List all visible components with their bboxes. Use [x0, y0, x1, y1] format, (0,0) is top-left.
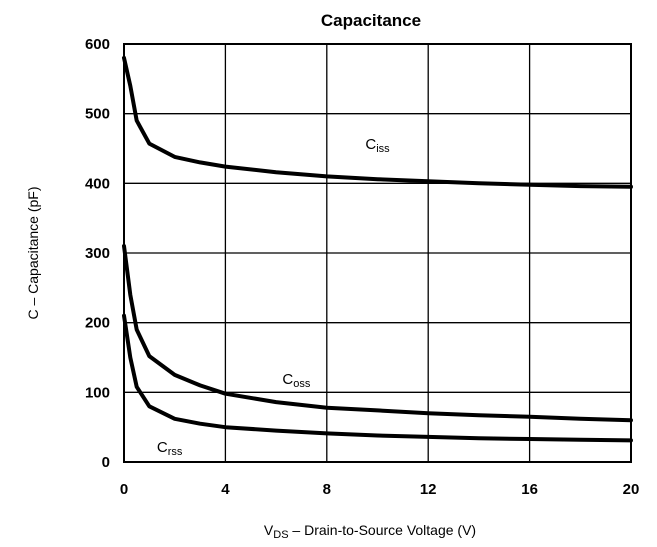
x-tick-label: 20 — [623, 481, 640, 498]
y-tick-label: 300 — [85, 245, 110, 262]
y-tick-labels: 0 100 200 300 400 500 600 — [85, 36, 110, 471]
series-line-ciss — [122, 55, 633, 189]
y-axis-label: C – Capacitance (pF) — [25, 186, 41, 319]
x-tick-label: 0 — [120, 481, 128, 498]
y-tick-label: 100 — [85, 384, 110, 401]
x-tick-label: 8 — [323, 481, 331, 498]
series-labels: Ciss Coss Crss — [145, 131, 402, 459]
x-tick-labels: 0 4 8 12 16 20 — [120, 481, 640, 498]
y-tick-label: 500 — [85, 106, 110, 123]
series-label-coss: Coss — [282, 371, 310, 390]
x-tick-label: 12 — [420, 481, 437, 498]
series-label-bg — [272, 365, 321, 390]
x-tick-label: 16 — [521, 481, 538, 498]
plot-grid — [123, 43, 632, 463]
x-axis-label: VDS – Drain-to-Source Voltage (V) — [264, 522, 476, 541]
series-line-coss — [122, 244, 633, 423]
x-axis-label-main: V — [264, 522, 274, 538]
x-axis-label-sub: DS — [273, 529, 288, 541]
series-label-bg — [145, 434, 194, 459]
series-label-ciss: Ciss — [365, 136, 390, 155]
series-line-crss — [122, 313, 633, 443]
x-axis-label-rest: – Drain-to-Source Voltage (V) — [289, 522, 477, 538]
series-label-bg — [353, 131, 402, 156]
chart-title: Capacitance — [321, 11, 421, 30]
series-label-crss: Crss — [157, 439, 183, 458]
y-tick-label: 600 — [85, 36, 110, 53]
x-tick-label: 4 — [221, 481, 230, 498]
y-tick-label: 200 — [85, 315, 110, 332]
y-tick-label: 0 — [102, 454, 110, 471]
series-lines — [122, 55, 633, 443]
y-tick-label: 400 — [85, 175, 110, 192]
